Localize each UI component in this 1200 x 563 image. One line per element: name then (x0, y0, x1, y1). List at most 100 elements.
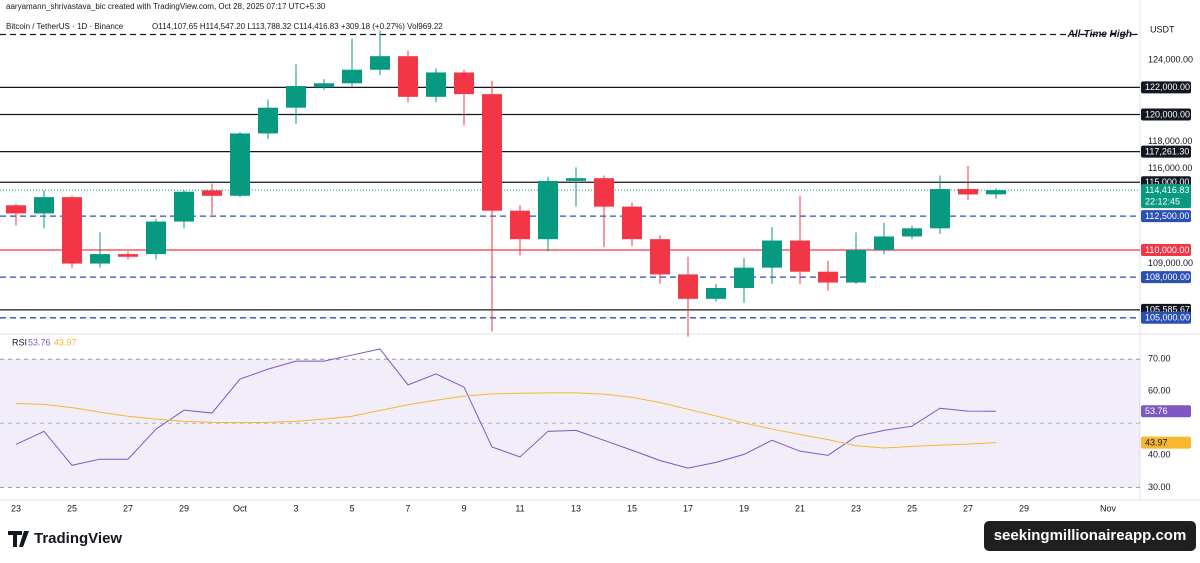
x-tick-label: 17 (683, 503, 693, 513)
y-tick-label: 118,000.00 (1148, 136, 1192, 146)
level-label: 108,000.00 (1145, 272, 1190, 282)
x-tick-label: 15 (627, 503, 637, 513)
candle-body (846, 250, 866, 283)
candle-body (594, 178, 614, 207)
candle-body (118, 254, 138, 257)
x-tick-label: 13 (571, 503, 581, 513)
level-label: 120,000.00 (1145, 109, 1190, 119)
level-label: 117,261.30 (1145, 146, 1189, 156)
candle-body (902, 228, 922, 237)
candle-body (482, 94, 502, 211)
candle-body (622, 206, 642, 240)
value-label: 53.76 (1145, 406, 1168, 416)
candle-body (678, 274, 698, 299)
level-label: 105,000.00 (1145, 313, 1190, 323)
candle-body (258, 107, 278, 134)
y-tick-label: 70.00 (1148, 354, 1171, 364)
candle-body (650, 239, 670, 275)
candle-body (426, 72, 446, 97)
indicator-title: RSI (12, 337, 27, 347)
countdown: 22:12:45 (1145, 197, 1180, 207)
x-tick-label: 23 (11, 503, 21, 513)
x-tick-label: 21 (795, 503, 805, 513)
candle-body (986, 190, 1006, 195)
candle-body (90, 254, 110, 264)
last-price-label: 114,416.83 (1145, 185, 1189, 195)
watermark-box (984, 521, 1196, 551)
y-tick-label: 60.00 (1148, 386, 1171, 396)
x-tick-label: Nov (1100, 503, 1117, 513)
candle-body (818, 271, 838, 283)
candle-body (790, 240, 810, 272)
y-tick-label: 124,000.00 (1148, 55, 1193, 65)
candle-body (958, 189, 978, 195)
value-label-box (1141, 405, 1191, 418)
candle-body (566, 178, 586, 181)
candle-body (202, 190, 222, 196)
candle-body (146, 221, 166, 255)
rsi-line (15, 392, 997, 449)
level-label: 110,000.00 (1145, 245, 1189, 255)
candle-body (454, 72, 474, 95)
x-tick-label: 29 (1019, 503, 1029, 513)
level-label: 105,585.67 (1145, 305, 1190, 315)
ath-label: All-Time High - (1067, 29, 1139, 40)
x-tick-label: 7 (405, 503, 410, 513)
level-label-box (1141, 244, 1191, 257)
x-tick-label: 25 (67, 503, 77, 513)
candle-body (734, 267, 754, 288)
level-label-box (1141, 311, 1191, 324)
candle-body (342, 69, 362, 84)
level-label-box (1141, 271, 1191, 284)
x-tick-label: 19 (739, 503, 749, 513)
symbol: Bitcoin / TetherUS · 1D · Binance (6, 22, 124, 31)
level-label: 122,000.00 (1145, 82, 1190, 92)
value-label-box (1141, 436, 1191, 449)
candle-body (398, 56, 418, 97)
x-tick-label: 23 (851, 503, 861, 513)
ohlc: O114,107.65 H114,547.20 L113,788.32 C114… (152, 22, 443, 31)
legend-value: 43.97 (54, 337, 77, 347)
watermark: seekingmillionaireapp.com (994, 527, 1187, 544)
x-tick-label: Oct (233, 503, 248, 513)
x-tick-label: 29 (179, 503, 189, 513)
byline: aaryamann_shrivastava_bic created with T… (6, 2, 326, 11)
logo-text: TradingView (34, 530, 122, 547)
candle-body (370, 56, 390, 70)
candle-body (762, 240, 782, 268)
candle-body (6, 205, 26, 214)
x-tick-label: 5 (349, 503, 354, 513)
level-label-box (1141, 145, 1191, 158)
unit: USDT (1150, 24, 1175, 34)
y-tick-label: 116,000.00 (1148, 163, 1192, 173)
last-price-box (1141, 184, 1191, 209)
logo-icon (8, 531, 29, 547)
level-label: 112,500.00 (1145, 211, 1189, 221)
candle-body (62, 197, 82, 264)
candle-body (230, 133, 250, 196)
x-tick-label: 27 (963, 503, 973, 513)
x-tick-label: 25 (907, 503, 917, 513)
candle-body (538, 180, 558, 240)
y-tick-label: 109,000.00 (1148, 258, 1193, 268)
x-tick-label: 27 (123, 503, 133, 513)
level-label: 115,000.00 (1145, 177, 1189, 187)
x-tick-label: 3 (293, 503, 298, 513)
x-tick-label: 9 (461, 503, 466, 513)
value-label: 43.97 (1145, 438, 1168, 448)
y-tick-label: 30.00 (1148, 482, 1171, 492)
rsi-line (15, 348, 997, 469)
legend-value: 53.76 (28, 337, 51, 347)
candle-body (930, 189, 950, 229)
candle-body (510, 210, 530, 240)
y-tick-label: 40.00 (1148, 450, 1171, 460)
candle-body (286, 86, 306, 108)
level-label-box (1141, 81, 1191, 94)
candle-body (706, 287, 726, 299)
level-label-box (1141, 210, 1191, 223)
candle-body (34, 197, 54, 214)
candle-body (874, 236, 894, 251)
